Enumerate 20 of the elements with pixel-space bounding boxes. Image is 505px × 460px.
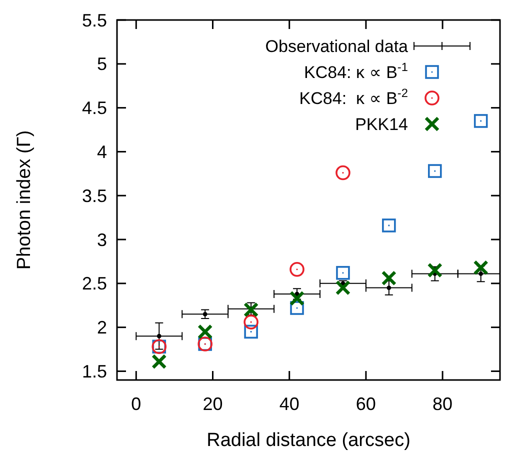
y-tick-label: 5 [96,54,107,74]
y-axis-title: Photon index (Γ) [14,130,35,270]
y-tick-label: 3 [96,230,107,250]
y-tick-label: 3.5 [82,186,107,206]
legend-label: PKK14 [355,114,408,134]
x-tick-label: 60 [356,394,376,414]
x-tick-label: 40 [279,394,300,414]
y-tick-label: 1.5 [82,362,107,382]
x-axis-title: Radial distance (arcsec) [206,430,410,451]
y-tick-label: 5.5 [82,10,107,30]
x-tick-label: 80 [432,394,453,414]
y-tick-label: 2 [96,318,107,338]
legend-label: KC84: κ ∝ B$^{-1}$ [304,60,408,82]
x-tick-label: 0 [131,394,142,414]
x-tick-label: 20 [202,394,223,414]
y-tick-label: 2.5 [82,274,107,294]
legend-label: Observational data [265,36,409,56]
y-tick-label: 4.5 [82,98,107,118]
legend-label: KC84: κ ∝ B$^{-2}$ [299,86,408,108]
y-tick-label: 4 [96,142,107,162]
